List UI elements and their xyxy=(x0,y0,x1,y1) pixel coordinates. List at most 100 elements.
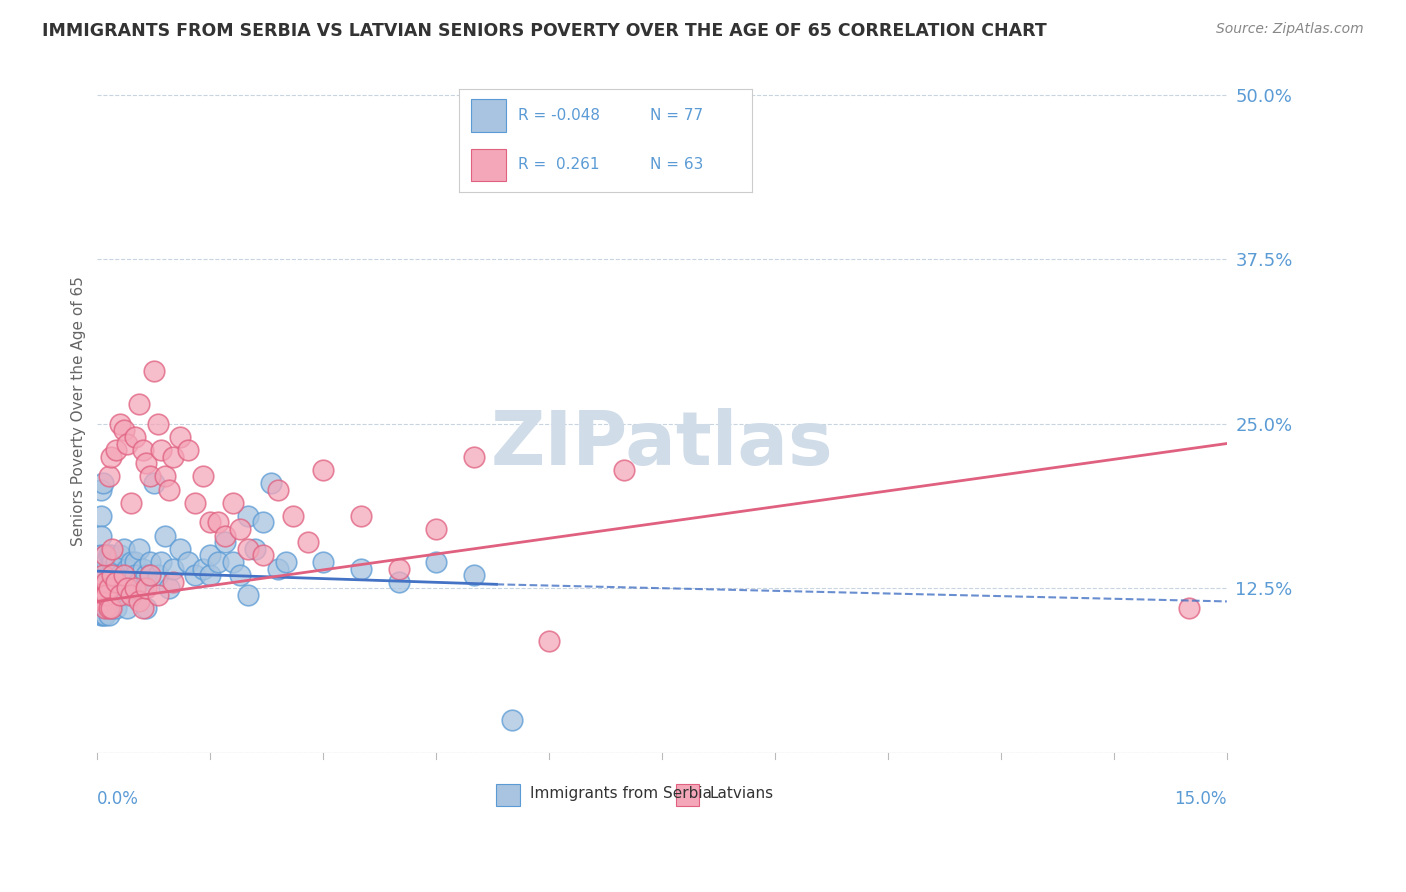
Point xyxy=(274,555,297,569)
Point xyxy=(112,423,135,437)
Point xyxy=(613,463,636,477)
Point xyxy=(96,555,118,569)
Point xyxy=(94,588,117,602)
Point xyxy=(94,549,117,563)
Point xyxy=(93,555,115,569)
Point xyxy=(150,555,173,569)
Point xyxy=(312,555,335,569)
Point xyxy=(90,581,112,595)
Point xyxy=(222,555,245,569)
Point xyxy=(142,364,165,378)
Point xyxy=(350,561,373,575)
Point xyxy=(117,436,139,450)
Point xyxy=(131,561,153,575)
Point xyxy=(97,469,120,483)
Point xyxy=(135,601,157,615)
Point xyxy=(252,549,274,563)
Point xyxy=(117,601,139,615)
Point xyxy=(90,528,112,542)
Point xyxy=(131,601,153,615)
Point xyxy=(93,594,115,608)
Point xyxy=(101,541,124,556)
Point xyxy=(312,463,335,477)
Point xyxy=(100,549,122,563)
Point xyxy=(124,568,146,582)
Point xyxy=(538,633,561,648)
Point xyxy=(191,561,214,575)
Point xyxy=(387,561,409,575)
Point xyxy=(105,581,128,595)
Text: ZIPatlas: ZIPatlas xyxy=(491,409,834,482)
Point xyxy=(105,601,128,615)
Point xyxy=(229,522,252,536)
Point xyxy=(200,568,222,582)
Point xyxy=(214,528,236,542)
Point xyxy=(177,443,200,458)
Point xyxy=(142,475,165,490)
Point xyxy=(222,496,245,510)
Point xyxy=(108,568,131,582)
Point xyxy=(108,549,131,563)
Point xyxy=(153,528,176,542)
Point xyxy=(135,456,157,470)
Point xyxy=(96,574,118,589)
Text: 15.0%: 15.0% xyxy=(1174,790,1227,808)
Point xyxy=(90,581,112,595)
Point xyxy=(90,607,112,622)
Point xyxy=(90,594,112,608)
Point xyxy=(267,483,290,497)
Point xyxy=(259,475,281,490)
Point xyxy=(387,574,409,589)
Point xyxy=(177,555,200,569)
Point xyxy=(112,568,135,582)
Point xyxy=(146,417,169,431)
Point xyxy=(101,555,124,569)
Point xyxy=(117,561,139,575)
Point xyxy=(94,607,117,622)
Point xyxy=(96,574,118,589)
Point xyxy=(105,443,128,458)
Point xyxy=(162,574,184,589)
Point xyxy=(169,430,191,444)
Point xyxy=(236,508,259,523)
Point xyxy=(100,601,122,615)
Point xyxy=(94,549,117,563)
Point xyxy=(108,588,131,602)
Point xyxy=(157,581,180,595)
Point xyxy=(146,588,169,602)
Point xyxy=(100,574,122,589)
Point xyxy=(207,516,229,530)
Point xyxy=(112,541,135,556)
Point xyxy=(214,535,236,549)
Point xyxy=(124,430,146,444)
Point xyxy=(93,568,115,582)
Point xyxy=(128,594,150,608)
Point xyxy=(90,483,112,497)
Point xyxy=(200,549,222,563)
Point xyxy=(157,483,180,497)
Point xyxy=(135,568,157,582)
Point xyxy=(117,581,139,595)
Point xyxy=(108,588,131,602)
Point xyxy=(94,581,117,595)
Point xyxy=(97,607,120,622)
Point xyxy=(139,469,162,483)
Y-axis label: Seniors Poverty Over the Age of 65: Seniors Poverty Over the Age of 65 xyxy=(72,276,86,546)
Point xyxy=(463,450,485,464)
Point xyxy=(236,541,259,556)
Point xyxy=(94,568,117,582)
Point xyxy=(297,535,319,549)
Point xyxy=(425,555,447,569)
Point xyxy=(101,601,124,615)
Point xyxy=(501,713,523,727)
Point xyxy=(184,568,207,582)
Point xyxy=(350,508,373,523)
Text: IMMIGRANTS FROM SERBIA VS LATVIAN SENIORS POVERTY OVER THE AGE OF 65 CORRELATION: IMMIGRANTS FROM SERBIA VS LATVIAN SENIOR… xyxy=(42,22,1047,40)
Point xyxy=(128,574,150,589)
Point xyxy=(162,561,184,575)
Point xyxy=(252,516,274,530)
Point xyxy=(90,594,112,608)
Point xyxy=(96,601,118,615)
Point xyxy=(124,581,146,595)
Point xyxy=(105,555,128,569)
